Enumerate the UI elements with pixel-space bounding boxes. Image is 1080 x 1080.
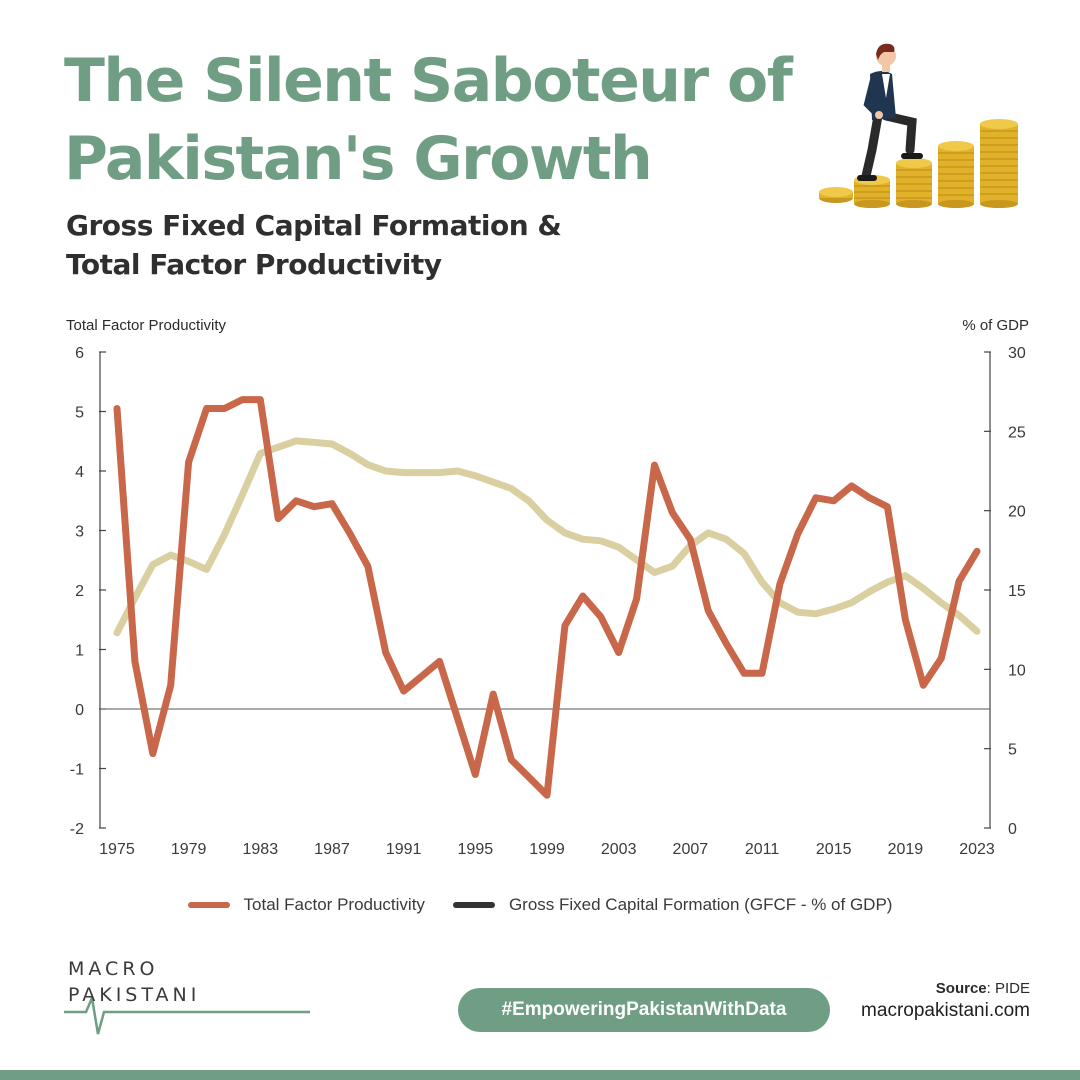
subtitle-line-1: Gross Fixed Capital Formation &: [66, 209, 562, 242]
logo-text-pakistani: PAKISTANI: [68, 984, 201, 1006]
x-axis-tick-label: 2023: [959, 841, 995, 858]
left-axis-tick-label: -1: [70, 762, 84, 779]
left-axis-tick-label: 5: [75, 405, 84, 422]
subtitle-line-2: Total Factor Productivity: [66, 248, 442, 282]
source-credit: Source: PIDE: [936, 980, 1030, 997]
legend-label-gfcf: Gross Fixed Capital Formation (GFCF - % …: [508, 895, 893, 914]
left-axis-label: Total Factor Productivity: [66, 317, 227, 334]
logo-heartbeat-icon: [64, 993, 310, 1035]
x-axis-tick-label: 1987: [314, 841, 350, 858]
logo-text-macro: MACRO: [68, 958, 159, 980]
x-axis-tick-label: 1979: [171, 841, 207, 858]
left-axis-tick-label: 3: [75, 524, 84, 541]
x-axis-tick-label: 1975: [99, 841, 135, 858]
right-axis-tick-label: 25: [1008, 424, 1026, 441]
source-label: Source: [935, 980, 987, 997]
left-axis-tick-label: 4: [75, 464, 84, 481]
coin-stack-5-icon: [980, 119, 1018, 208]
right-axis-tick-label: 5: [1008, 742, 1017, 759]
website-link[interactable]: macropakistani.com: [861, 1000, 1030, 1021]
legend-item-tfp: Total Factor Productivity: [187, 895, 425, 915]
x-axis-tick-label: 1999: [529, 841, 565, 858]
x-axis-tick-label: 1995: [458, 841, 494, 858]
x-axis-tick-label: 2003: [601, 841, 637, 858]
coin-stack-2-icon: [854, 175, 890, 208]
left-axis-tick-label: 1: [75, 643, 84, 660]
x-axis-tick-label: 1983: [243, 841, 279, 858]
legend-swatch-gfcf: [452, 902, 495, 908]
x-axis-tick-label: 2007: [673, 841, 709, 858]
left-axis-tick-label: 6: [75, 345, 84, 362]
x-axis-tick-label: 2019: [888, 841, 924, 858]
right-axis-tick-label: 0: [1008, 821, 1017, 838]
dual-axis-line-chart: Total Factor Productivity % of GDP 6 5 4 3 2…: [66, 317, 1029, 858]
page-title: The Silent Saboteur of Pakistan's Growth: [64, 46, 793, 194]
right-axis-label: % of GDP: [962, 317, 1029, 334]
businessman-climbing-coin-stacks-icon: [819, 43, 1018, 208]
coin-stack-3-icon: [896, 158, 932, 208]
chart-legend: Total Factor Productivity Gross Fixed Ca…: [0, 895, 1080, 915]
source-value: : PIDE: [986, 980, 1030, 997]
x-axis-tick-label: 2015: [816, 841, 852, 858]
right-axis-tick-label: 15: [1008, 583, 1026, 600]
left-axis-tick-label: 0: [75, 702, 84, 719]
series-line-gfcf: [113, 437, 981, 637]
legend-label-tfp: Total Factor Productivity: [243, 895, 425, 914]
hashtag-badge: #EmpoweringPakistanWithData: [458, 988, 830, 1032]
chart-subtitle: Gross Fixed Capital Formation & Total Fa…: [66, 206, 666, 284]
right-axis-tick-label: 10: [1008, 662, 1026, 679]
legend-swatch-tfp: [187, 902, 230, 908]
series-line-tfp: [113, 396, 981, 799]
left-axis-tick-label: 2: [75, 583, 84, 600]
right-axis-tick-label: 20: [1008, 504, 1026, 521]
x-axis-tick-label: 2011: [745, 841, 780, 858]
right-axis-tick-label: 30: [1008, 345, 1026, 362]
bottom-accent-bar: [0, 1070, 1080, 1080]
legend-item-gfcf: Gross Fixed Capital Formation (GFCF - % …: [452, 895, 893, 915]
coin-stack-1-icon: [819, 187, 853, 203]
coin-stack-4-icon: [938, 141, 974, 208]
x-axis-tick-label: 1991: [386, 841, 422, 858]
left-axis-tick-label: -2: [70, 821, 84, 838]
businessman-icon: [857, 43, 923, 181]
